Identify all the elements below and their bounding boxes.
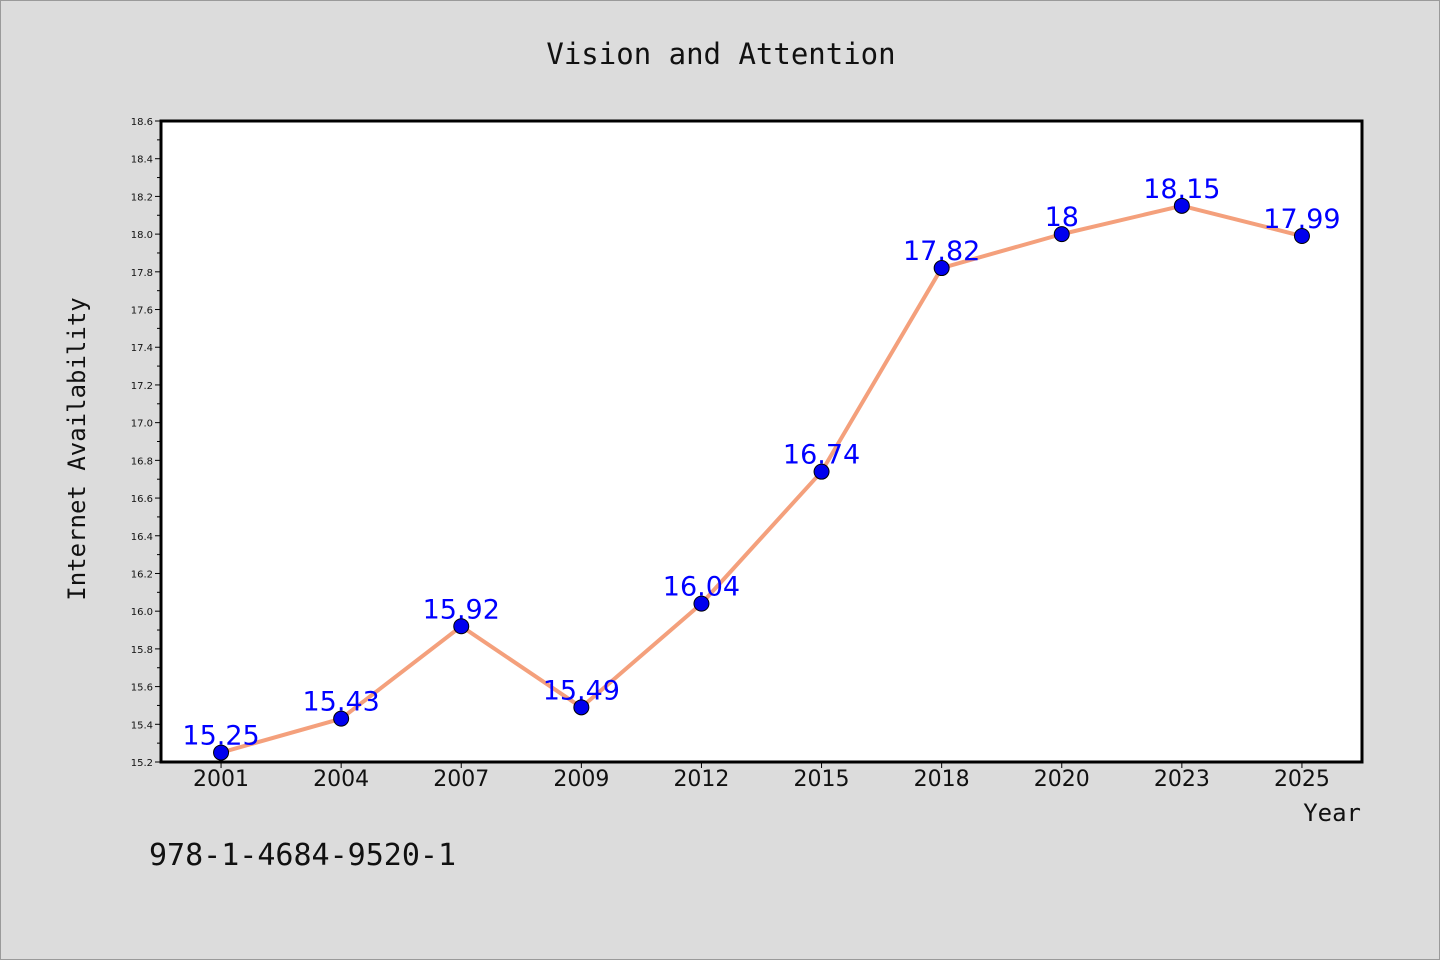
plot-area: [159, 119, 1364, 764]
y-tick-label: 18.2: [131, 192, 153, 203]
x-axis-label: Year: [1303, 799, 1361, 827]
data-label: 18: [1045, 202, 1079, 233]
data-point: [1053, 226, 1070, 243]
data-label: 16.04: [663, 572, 740, 603]
y-tick-label: 15.2: [131, 758, 153, 769]
y-tick-label: 15.8: [131, 645, 153, 656]
isbn-label: 978-1-4684-9520-1: [149, 838, 456, 873]
data-label: 15.25: [182, 721, 259, 752]
data-label: 18.15: [1143, 174, 1220, 205]
x-tick-label: 2025: [1274, 767, 1330, 792]
y-tick-label: 17.8: [131, 268, 153, 279]
data-point: [453, 618, 470, 635]
data-label: 15.92: [423, 594, 500, 625]
y-tick-label: 16.4: [131, 532, 153, 543]
data-point: [1173, 197, 1190, 214]
x-tick-label: 2001: [193, 767, 249, 792]
data-label: 16.74: [783, 440, 860, 471]
y-tick-label: 15.4: [131, 720, 153, 731]
x-tick-label: 2009: [553, 767, 609, 792]
data-label: 17.99: [1263, 204, 1340, 235]
y-tick-label: 17.0: [131, 419, 153, 430]
data-point: [933, 260, 950, 277]
y-tick-label: 16.6: [131, 494, 153, 505]
x-tick-label: 2020: [1034, 767, 1090, 792]
data-label: 17.82: [903, 236, 980, 267]
x-tick-label: 2015: [794, 767, 850, 792]
x-tick-label: 2023: [1154, 767, 1210, 792]
series-line: [220, 203, 1303, 755]
y-tick-label: 18.4: [131, 155, 153, 166]
data-point: [813, 463, 830, 480]
x-axis: 2001 2004 2007 2009 2012 2015 2018 2020 2023 2025: [193, 762, 1330, 792]
x-tick-label: 2004: [313, 767, 369, 792]
y-tick-label: 18.0: [131, 230, 153, 241]
y-axis-label: Internet Availability: [63, 297, 91, 600]
series-layer: 15.25 15.43 15.92 15.49 16.04 16.74 17.82 18 18.…: [182, 174, 1341, 761]
data-point: [213, 744, 230, 761]
y-tick-label: 15.6: [131, 683, 153, 694]
data-point: [333, 710, 350, 727]
y-tick-label: 18.6: [131, 117, 153, 128]
chart-title: Vision and Attention: [546, 37, 895, 71]
x-tick-label: 2012: [673, 767, 729, 792]
data-point: [573, 699, 590, 716]
y-tick-label: 17.2: [131, 381, 153, 392]
y-tick-label: 17.4: [131, 343, 153, 354]
y-tick-label: 16.8: [131, 456, 153, 467]
data-label: 15.43: [303, 687, 380, 718]
x-tick-label: 2007: [433, 767, 489, 792]
data-label: 15.49: [543, 675, 620, 706]
y-tick-label: 16.0: [131, 607, 153, 618]
y-axis: 15.2 15.4 15.6 15.8 16.0 16.2 16.4 16.6 16.8 17.0…: [131, 117, 161, 769]
y-tick-label: 17.6: [131, 306, 153, 317]
x-tick-label: 2018: [914, 767, 970, 792]
data-point: [1293, 228, 1310, 245]
y-tick-label: 16.2: [131, 569, 153, 580]
data-point: [693, 595, 710, 612]
